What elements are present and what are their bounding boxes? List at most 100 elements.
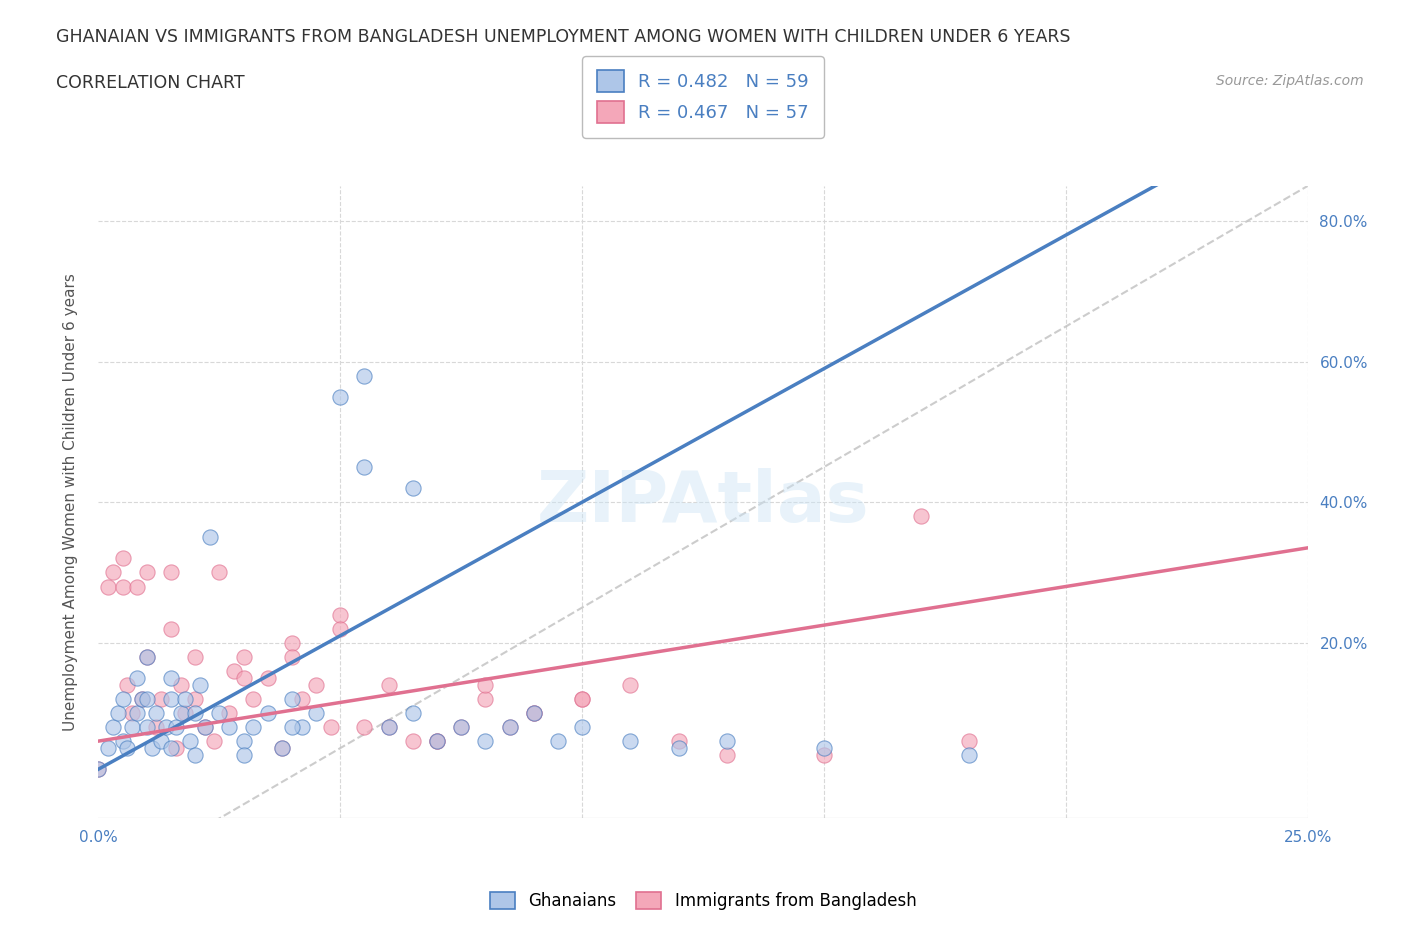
Point	[145, 706, 167, 721]
Point	[127, 671, 149, 685]
Point	[208, 706, 231, 721]
Point	[402, 706, 425, 721]
Point	[571, 720, 593, 735]
Point	[619, 677, 641, 692]
Point	[145, 720, 167, 735]
Point	[232, 748, 254, 763]
Point	[111, 692, 134, 707]
Point	[165, 720, 187, 735]
Point	[135, 692, 157, 707]
Point	[135, 649, 157, 664]
Point	[208, 565, 231, 580]
Text: Source: ZipAtlas.com: Source: ZipAtlas.com	[1216, 74, 1364, 88]
Point	[101, 720, 124, 735]
Text: ZIPAtlas: ZIPAtlas	[537, 468, 869, 537]
Point	[353, 459, 375, 474]
Point	[329, 390, 352, 405]
Point	[232, 649, 254, 664]
Point	[117, 677, 139, 692]
Point	[450, 720, 472, 735]
Point	[174, 706, 197, 721]
Point	[160, 621, 183, 636]
Point	[204, 734, 226, 749]
Point	[107, 706, 129, 721]
Point	[127, 579, 149, 594]
Point	[281, 692, 304, 707]
Point	[813, 740, 835, 755]
Point	[377, 720, 399, 735]
Point	[353, 720, 375, 735]
Point	[426, 734, 449, 749]
Point	[160, 671, 183, 685]
Point	[256, 706, 278, 721]
Point	[101, 565, 124, 580]
Point	[290, 692, 312, 707]
Point	[131, 692, 153, 707]
Point	[160, 740, 183, 755]
Point	[547, 734, 569, 749]
Point	[957, 734, 980, 749]
Point	[135, 720, 157, 735]
Point	[169, 677, 191, 692]
Point	[474, 692, 496, 707]
Point	[155, 720, 177, 735]
Point	[668, 734, 690, 749]
Point	[222, 663, 245, 678]
Point	[353, 368, 375, 383]
Point	[910, 509, 932, 524]
Text: GHANAIAN VS IMMIGRANTS FROM BANGLADESH UNEMPLOYMENT AMONG WOMEN WITH CHILDREN UN: GHANAIAN VS IMMIGRANTS FROM BANGLADESH U…	[56, 28, 1071, 46]
Point	[271, 740, 294, 755]
Point	[619, 734, 641, 749]
Point	[426, 734, 449, 749]
Point	[194, 720, 217, 735]
Point	[450, 720, 472, 735]
Point	[111, 579, 134, 594]
Point	[716, 748, 738, 763]
Point	[232, 734, 254, 749]
Point	[571, 692, 593, 707]
Point	[281, 635, 304, 650]
Point	[121, 720, 143, 735]
Point	[242, 692, 264, 707]
Point	[305, 677, 328, 692]
Point	[242, 720, 264, 735]
Point	[194, 720, 217, 735]
Point	[668, 740, 690, 755]
Point	[97, 740, 120, 755]
Point	[184, 692, 207, 707]
Text: CORRELATION CHART: CORRELATION CHART	[56, 74, 245, 92]
Point	[329, 607, 352, 622]
Point	[150, 692, 173, 707]
Point	[523, 706, 546, 721]
Point	[290, 720, 312, 735]
Point	[97, 579, 120, 594]
Point	[117, 740, 139, 755]
Point	[111, 551, 134, 565]
Point	[127, 706, 149, 721]
Point	[498, 720, 520, 735]
Point	[135, 649, 157, 664]
Point	[813, 748, 835, 763]
Point	[135, 565, 157, 580]
Point	[305, 706, 328, 721]
Point	[716, 734, 738, 749]
Point	[498, 720, 520, 735]
Point	[141, 740, 163, 755]
Point	[474, 677, 496, 692]
Point	[87, 762, 110, 777]
Legend: R = 0.482   N = 59, R = 0.467   N = 57: R = 0.482 N = 59, R = 0.467 N = 57	[582, 56, 824, 138]
Point	[160, 565, 183, 580]
Point	[111, 734, 134, 749]
Point	[198, 530, 221, 545]
Point	[319, 720, 342, 735]
Point	[179, 734, 201, 749]
Point	[131, 692, 153, 707]
Point	[121, 706, 143, 721]
Point	[523, 706, 546, 721]
Point	[426, 734, 449, 749]
Point	[271, 740, 294, 755]
Point	[184, 649, 207, 664]
Point	[281, 649, 304, 664]
Point	[281, 720, 304, 735]
Point	[218, 720, 240, 735]
